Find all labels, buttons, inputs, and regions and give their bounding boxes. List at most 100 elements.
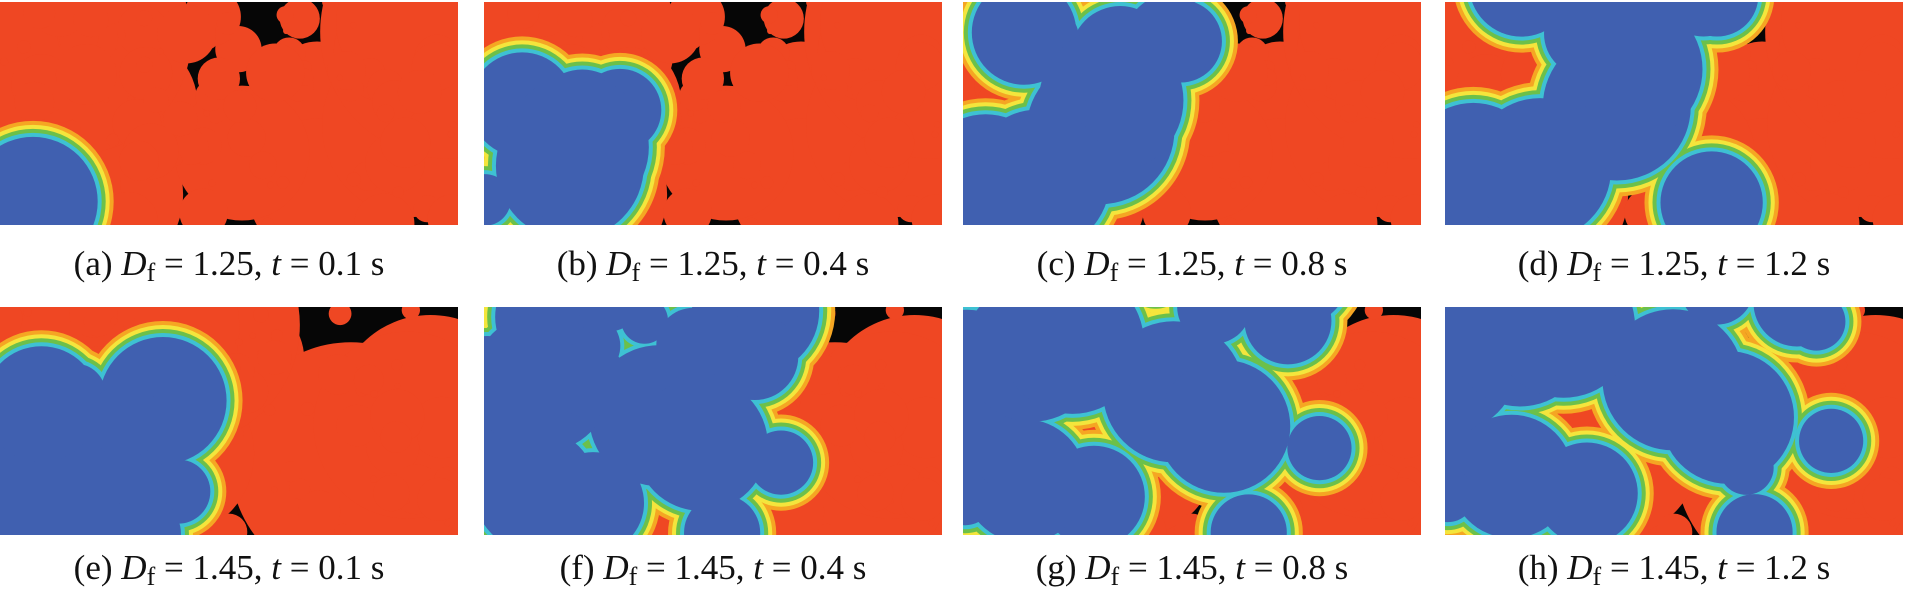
particle	[346, 172, 361, 187]
particle	[197, 57, 241, 100]
particle	[23, 2, 56, 29]
particle	[1343, 117, 1394, 168]
particle	[318, 354, 359, 395]
particle	[1445, 57, 1454, 66]
particle	[876, 186, 888, 198]
fluid	[1799, 408, 1864, 473]
particle	[806, 2, 820, 9]
particle	[507, 2, 540, 29]
particle	[911, 194, 942, 225]
fluid	[1244, 307, 1332, 365]
particle	[1190, 118, 1229, 157]
caption-subscript: f	[1110, 562, 1120, 591]
caption-subscript: f	[1592, 562, 1602, 591]
particle	[327, 51, 366, 90]
particle	[1354, 359, 1366, 371]
caption-label: (d)	[1517, 244, 1559, 283]
particle	[864, 421, 896, 453]
fluid	[711, 313, 799, 401]
caption-time: = 0.1 s	[289, 244, 385, 283]
particle	[380, 421, 412, 453]
particle	[663, 188, 712, 225]
particle	[83, 307, 115, 337]
fluid	[0, 136, 98, 225]
particle	[692, 179, 700, 187]
particle	[933, 121, 941, 128]
particle	[1380, 477, 1421, 522]
caption-fractal: = 1.45,	[646, 548, 745, 587]
caption-time-symbol: t	[753, 548, 764, 587]
particle	[297, 490, 341, 533]
caption-symbol: D	[1567, 548, 1593, 587]
caption: (d) Df = 1.25, t = 1.2 s	[1445, 244, 1903, 287]
particle	[246, 43, 305, 102]
particle	[235, 338, 243, 346]
particle	[1285, 2, 1299, 9]
particle	[370, 390, 378, 398]
caption: (b) Df = 1.25, t = 0.4 s	[484, 244, 942, 287]
panel-image	[484, 2, 942, 225]
particle	[136, 56, 153, 73]
particle	[353, 364, 384, 395]
particle	[267, 181, 274, 189]
fluid	[1719, 440, 1774, 495]
particle	[417, 477, 458, 522]
particle	[271, 486, 278, 493]
particle	[1794, 22, 1802, 29]
fluid	[484, 428, 597, 535]
caption-time-symbol: t	[1717, 244, 1727, 283]
caption-subscript: f	[628, 562, 638, 591]
particle	[73, 2, 109, 38]
particle	[837, 364, 868, 395]
particle	[1299, 74, 1306, 81]
particle	[447, 130, 455, 138]
caption-label: (e)	[73, 548, 113, 587]
particle	[369, 475, 378, 483]
particle	[853, 475, 862, 483]
fluid	[968, 109, 1110, 225]
caption-time: = 0.8 s	[1253, 548, 1349, 587]
particle	[760, 6, 778, 24]
particle	[136, 10, 153, 27]
particle	[875, 359, 887, 371]
fluid	[1157, 360, 1291, 493]
particle	[289, 478, 311, 500]
panel-image	[963, 2, 1421, 225]
particle	[733, 151, 761, 180]
particle	[1799, 193, 1860, 225]
particle	[0, 57, 9, 66]
particle	[263, 404, 276, 416]
particle	[349, 22, 357, 29]
particle	[1410, 130, 1418, 138]
particle	[119, 47, 173, 100]
caption-time: = 0.1 s	[289, 548, 385, 587]
particle	[336, 74, 343, 81]
particle	[878, 382, 885, 389]
particle	[881, 70, 926, 114]
particle	[1364, 307, 1384, 320]
particle	[1894, 121, 1902, 128]
particle	[600, 5, 652, 56]
particle	[427, 194, 458, 225]
caption-subscript: f	[146, 562, 156, 591]
particle	[394, 382, 401, 389]
fluid	[550, 341, 627, 418]
caption: (c) Df = 1.25, t = 0.8 s	[963, 244, 1421, 287]
particle	[687, 110, 694, 117]
particle	[210, 513, 248, 535]
particle	[745, 217, 759, 225]
front	[1145, 307, 1167, 309]
particle	[833, 22, 841, 29]
particle	[854, 390, 862, 398]
caption-time: = 1.2 s	[1735, 244, 1831, 283]
particle	[928, 520, 935, 527]
caption-subscript: f	[1592, 258, 1602, 287]
particle	[700, 12, 724, 35]
particle	[1316, 364, 1347, 395]
caption-symbol: D	[1085, 548, 1111, 587]
caption-fractal: = 1.25,	[648, 244, 748, 283]
particle	[818, 523, 835, 535]
caption-time-symbol: t	[1234, 244, 1244, 283]
particle	[1224, 217, 1238, 225]
particle	[1772, 51, 1811, 90]
